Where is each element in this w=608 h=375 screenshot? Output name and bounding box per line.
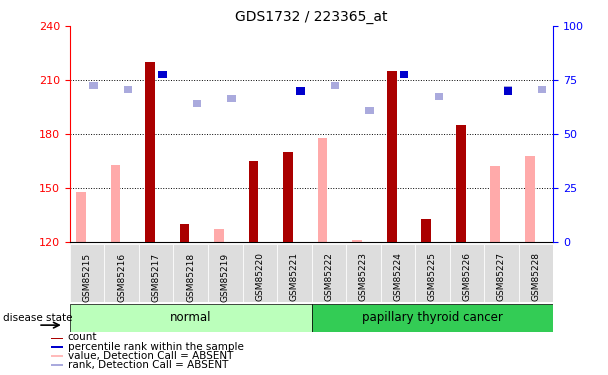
Bar <box>484 244 519 302</box>
Bar <box>105 244 139 302</box>
Bar <box>89 82 97 89</box>
Text: GSM85220: GSM85220 <box>255 252 264 302</box>
Title: GDS1732 / 223365_at: GDS1732 / 223365_at <box>235 10 388 24</box>
Text: GSM85228: GSM85228 <box>531 252 541 302</box>
Bar <box>519 244 553 302</box>
Bar <box>503 86 512 93</box>
Bar <box>51 364 63 366</box>
Text: GSM85217: GSM85217 <box>152 252 161 302</box>
Bar <box>111 165 120 242</box>
Bar <box>227 94 236 102</box>
Text: GSM85225: GSM85225 <box>428 252 437 302</box>
Bar <box>139 244 173 302</box>
Text: papillary thyroid cancer: papillary thyroid cancer <box>362 311 503 324</box>
Bar <box>387 71 396 242</box>
Bar <box>297 87 305 94</box>
Bar <box>318 138 328 242</box>
Text: GSM85223: GSM85223 <box>359 252 368 302</box>
Text: value, Detection Call = ABSENT: value, Detection Call = ABSENT <box>68 351 233 361</box>
Bar <box>180 224 189 242</box>
Bar <box>365 107 374 114</box>
Bar <box>450 244 484 302</box>
Bar <box>400 71 409 78</box>
Bar <box>503 87 512 94</box>
Text: count: count <box>68 333 97 342</box>
Bar <box>277 244 311 302</box>
Text: GSM85219: GSM85219 <box>221 252 230 302</box>
Bar <box>51 355 63 357</box>
Bar <box>311 304 553 332</box>
Text: GSM85222: GSM85222 <box>324 252 333 302</box>
Bar <box>283 152 293 242</box>
Bar <box>51 336 63 339</box>
Bar <box>214 229 224 242</box>
Bar <box>249 161 258 242</box>
Bar <box>173 244 208 302</box>
Bar <box>491 166 500 242</box>
Bar <box>415 244 450 302</box>
Bar <box>435 93 443 100</box>
Text: GSM85227: GSM85227 <box>497 252 506 302</box>
Bar <box>381 244 415 302</box>
Bar <box>311 244 346 302</box>
Bar <box>76 192 86 242</box>
Bar <box>145 62 155 242</box>
Bar <box>193 100 201 107</box>
Text: rank, Detection Call = ABSENT: rank, Detection Call = ABSENT <box>68 360 228 370</box>
Text: GSM85216: GSM85216 <box>117 252 126 302</box>
Bar <box>124 86 132 93</box>
Text: GSM85226: GSM85226 <box>463 252 471 302</box>
Bar <box>70 304 311 332</box>
Text: GSM85221: GSM85221 <box>290 252 299 302</box>
Text: normal: normal <box>170 311 212 324</box>
Text: percentile rank within the sample: percentile rank within the sample <box>68 342 244 352</box>
Bar <box>331 82 339 89</box>
Bar <box>456 125 466 242</box>
Bar <box>346 244 381 302</box>
Text: GSM85224: GSM85224 <box>393 252 402 302</box>
Text: GSM85218: GSM85218 <box>186 252 195 302</box>
Bar <box>70 244 105 302</box>
Bar <box>525 156 534 242</box>
Bar <box>51 346 63 348</box>
Text: GSM85215: GSM85215 <box>83 252 92 302</box>
Bar <box>158 71 167 78</box>
Bar <box>421 219 431 242</box>
Text: disease state: disease state <box>3 313 72 323</box>
Bar <box>538 86 547 93</box>
Bar <box>208 244 243 302</box>
Bar <box>353 240 362 242</box>
Bar <box>243 244 277 302</box>
